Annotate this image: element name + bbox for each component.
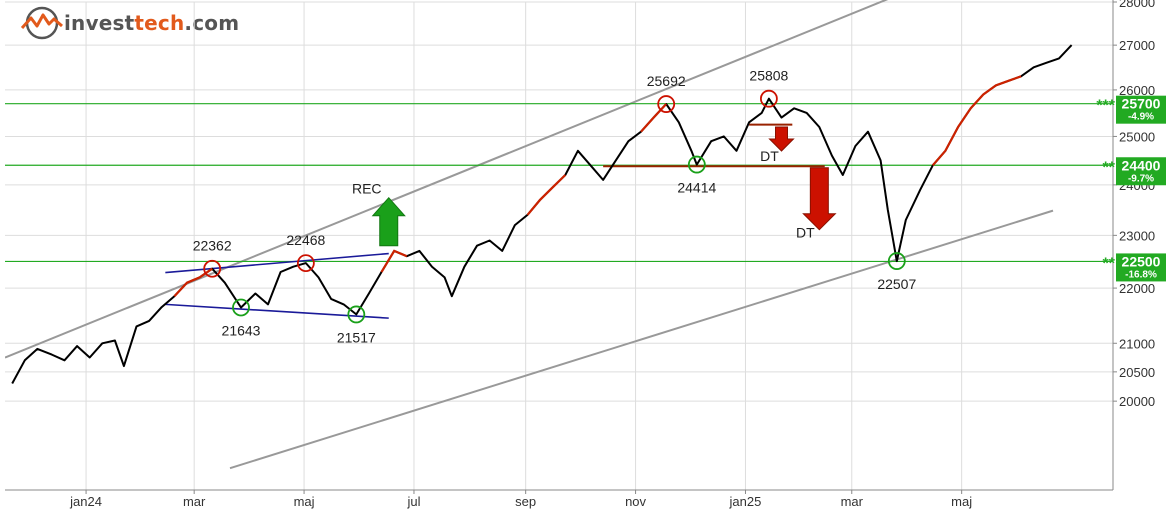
pivot-marker — [203, 259, 222, 278]
logo-text: investtech.com — [64, 11, 239, 35]
pattern-line — [165, 252, 389, 274]
y-tick-label: 27000 — [1119, 38, 1155, 53]
pivot-label: 22507 — [877, 276, 916, 292]
pivot-label: 24414 — [677, 180, 716, 196]
x-tick-label: nov — [625, 494, 646, 509]
y-tick-label: 28000 — [1119, 0, 1155, 10]
pivot-marker — [232, 298, 250, 317]
price-line-highlight — [640, 103, 668, 133]
investtech-logo-icon — [20, 6, 63, 40]
pivot-label: 22362 — [193, 238, 232, 254]
x-tick-label: jan25 — [729, 494, 762, 509]
y-tick-label: 26000 — [1119, 83, 1155, 98]
price-line-highlight — [526, 174, 567, 216]
price-line-highlight — [173, 267, 213, 297]
pattern-line — [165, 303, 389, 319]
logo-text-tech: tech — [134, 11, 185, 35]
signal-label: DT — [796, 225, 815, 241]
y-tick-label: 22000 — [1119, 281, 1155, 296]
level-box-bg — [1116, 157, 1166, 186]
trend-channel-upper — [5, 0, 889, 359]
x-tick-label: jul — [406, 494, 420, 509]
level-percent: -9.7% — [1128, 173, 1154, 184]
signal-arrow-shape — [371, 196, 406, 247]
pivot-label: 25692 — [647, 73, 686, 89]
level-value: 25700 — [1122, 96, 1161, 112]
grid-group: 2800027000260002500024000230002200021000… — [5, 0, 1155, 509]
level-strength-stars: ** — [1103, 159, 1116, 176]
level-percent: -16.8% — [1125, 269, 1157, 280]
level-strength-stars: *** — [1096, 98, 1115, 115]
level-box: *** 25700-4.9% — [1096, 95, 1166, 124]
x-tick-label: mar — [841, 494, 864, 509]
y-tick-label: 23000 — [1119, 228, 1155, 243]
price-line — [11, 44, 1073, 384]
pivot-marker — [347, 305, 366, 324]
signal-label: REC — [352, 181, 382, 197]
y-tick-label: 25000 — [1119, 129, 1155, 144]
pivot-label: 21643 — [222, 322, 261, 338]
x-tick-label: maj — [951, 494, 972, 509]
x-tick-label: mar — [183, 494, 206, 509]
level-box-bg — [1116, 253, 1166, 282]
level-box: ** 22500-16.8% — [1103, 253, 1166, 282]
pivot-label: 21517 — [337, 329, 376, 345]
pivot-label: 22468 — [286, 232, 325, 248]
level-value: 24400 — [1122, 157, 1161, 173]
price-line-highlight — [931, 75, 1022, 167]
plot-group — [5, 0, 1113, 470]
signal-arrow-shape — [802, 167, 837, 231]
level-strength-stars: ** — [1103, 255, 1116, 272]
pivot-label: 25808 — [749, 68, 788, 84]
logo-text-invest: invest — [64, 11, 135, 35]
y-tick-label: 20500 — [1119, 365, 1155, 380]
logo-text-domain: .com — [184, 11, 240, 35]
level-box: ** 24400-9.7% — [1103, 157, 1166, 186]
trend-channel-lower — [229, 209, 1054, 470]
x-tick-label: sep — [515, 494, 536, 509]
x-tick-label: maj — [294, 494, 315, 509]
pivot-marker — [687, 155, 706, 174]
sell-signal-arrow — [802, 167, 837, 231]
logo[interactable]: investtech.com — [20, 6, 239, 40]
pivot-marker — [759, 89, 778, 108]
signal-arrow-shape — [768, 126, 795, 152]
sell-signal-arrow — [768, 126, 795, 152]
level-percent: -4.9% — [1128, 112, 1154, 123]
y-tick-label: 20000 — [1119, 394, 1155, 409]
signal-label: DT — [760, 148, 779, 164]
price-line-highlight — [380, 249, 408, 273]
y-tick-label: 21000 — [1119, 336, 1155, 351]
level-box-bg — [1116, 95, 1166, 124]
level-value: 22500 — [1122, 253, 1161, 269]
pivot-marker — [657, 95, 676, 113]
x-tick-label: jan24 — [69, 494, 102, 509]
buy-signal-arrow — [371, 196, 406, 247]
pivot-marker — [296, 254, 315, 273]
pivot-marker — [887, 252, 906, 270]
